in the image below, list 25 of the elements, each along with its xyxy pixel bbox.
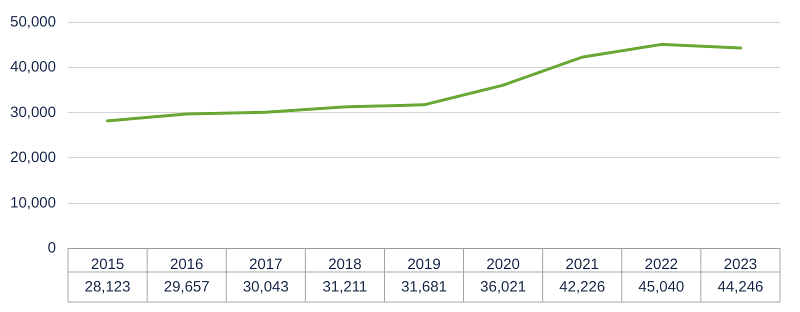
data-label: 29,657	[164, 278, 210, 296]
data-label: 31,211	[322, 278, 368, 296]
x-tick-label: 2015	[90, 256, 124, 273]
x-tick-label: 2019	[407, 256, 441, 273]
x-tick-label: 2018	[328, 256, 362, 273]
data-label: 42,226	[559, 278, 606, 296]
line-series	[106, 42, 742, 122]
x-tick-label: 2023	[724, 256, 758, 273]
y-tick-label: 0	[48, 240, 56, 256]
y-tick-label: 40,000	[10, 58, 56, 76]
data-label: 31,681	[401, 278, 447, 296]
data-label: 44,246	[718, 278, 764, 296]
x-tick-label: 2020	[486, 256, 520, 273]
x-tick-label: 2022	[644, 256, 678, 273]
y-tick-label: 10,000	[10, 194, 56, 212]
y-tick-label: 50,000	[10, 14, 56, 30]
x-tick-label: 2017	[249, 256, 282, 273]
y-tick-label: 30,000	[10, 104, 56, 121]
y-tick-label: 20,000	[10, 149, 56, 166]
x-tick-label: 2016	[170, 256, 204, 273]
data-label: 45,040	[638, 278, 684, 296]
data-label: 30,043	[242, 278, 289, 296]
x-tick-label: 2021	[566, 256, 599, 273]
data-label: 28,123	[84, 278, 130, 296]
data-label: 36,021	[480, 278, 526, 296]
